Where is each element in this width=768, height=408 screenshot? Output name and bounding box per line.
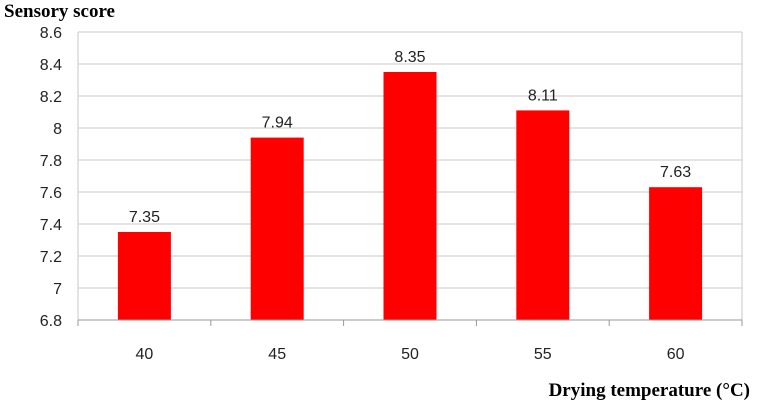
data-labels: 7.35 7.94 8.35 8.11 7.63 bbox=[129, 49, 691, 226]
bar bbox=[649, 187, 703, 320]
y-axis-label: Sensory score bbox=[4, 1, 115, 22]
x-tick-labels: 40 45 50 55 60 bbox=[77, 320, 743, 363]
bar bbox=[516, 110, 570, 321]
data-label: 7.94 bbox=[262, 115, 293, 132]
data-label: 7.63 bbox=[660, 164, 691, 181]
bar bbox=[117, 232, 171, 320]
y-tick-label: 7.6 bbox=[40, 185, 62, 202]
x-tick-label: 55 bbox=[534, 346, 552, 363]
data-label: 7.35 bbox=[129, 209, 160, 226]
x-tick-label: 45 bbox=[268, 346, 286, 363]
y-tick-label: 8 bbox=[53, 121, 62, 138]
y-tick-label: 7.4 bbox=[40, 217, 62, 234]
x-tick-label: 40 bbox=[136, 346, 154, 363]
data-label: 8.35 bbox=[394, 49, 425, 66]
y-tick-label: 7 bbox=[53, 281, 62, 298]
y-tick-label: 6.8 bbox=[40, 313, 62, 330]
data-label: 8.11 bbox=[528, 87, 558, 104]
y-tick-label: 7.8 bbox=[40, 153, 62, 170]
y-tick-labels: 6.8 7 7.2 7.4 7.6 7.8 8 8.2 8.4 8.6 bbox=[40, 25, 62, 330]
x-axis-label: Drying temperature (°C) bbox=[549, 380, 750, 401]
y-tick-label: 8.2 bbox=[40, 89, 62, 106]
bars bbox=[117, 72, 703, 321]
bar bbox=[383, 72, 437, 320]
bar bbox=[250, 137, 304, 320]
y-tick-label: 8.4 bbox=[40, 57, 62, 74]
y-tick-label: 7.2 bbox=[40, 249, 62, 266]
y-tick-label: 8.6 bbox=[40, 25, 62, 42]
x-tick-label: 50 bbox=[401, 346, 419, 363]
x-tick-label: 60 bbox=[667, 346, 685, 363]
